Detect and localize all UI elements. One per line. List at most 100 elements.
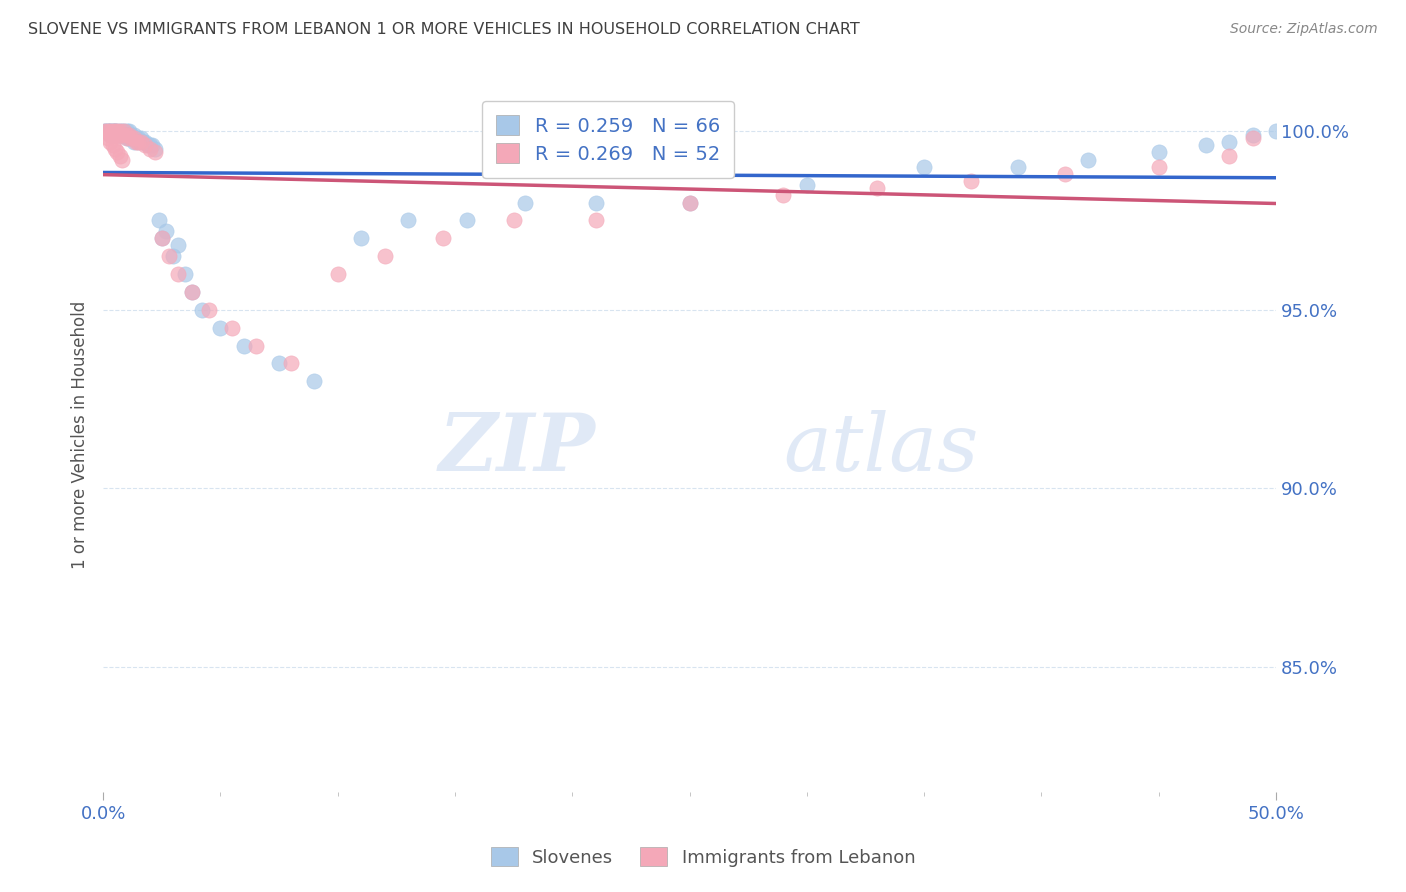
Point xyxy=(150,231,173,245)
Point xyxy=(129,131,152,145)
Point xyxy=(267,356,290,370)
Point xyxy=(374,249,396,263)
Point xyxy=(118,124,141,138)
Point xyxy=(101,124,124,138)
Point xyxy=(112,124,135,138)
Point xyxy=(97,124,120,138)
Point xyxy=(174,267,197,281)
Point xyxy=(167,267,190,281)
Point xyxy=(101,124,124,138)
Point xyxy=(104,128,127,142)
Text: atlas: atlas xyxy=(783,410,979,488)
Point xyxy=(101,138,124,153)
Point xyxy=(97,131,120,145)
Y-axis label: 1 or more Vehicles in Household: 1 or more Vehicles in Household xyxy=(72,301,89,569)
Text: ZIP: ZIP xyxy=(439,410,596,488)
Point xyxy=(1218,135,1240,149)
Point xyxy=(1241,128,1264,142)
Point xyxy=(326,267,349,281)
Point xyxy=(105,124,128,138)
Legend: Slovenes, Immigrants from Lebanon: Slovenes, Immigrants from Lebanon xyxy=(484,840,922,874)
Point xyxy=(101,128,124,142)
Point xyxy=(115,131,138,145)
Point xyxy=(120,131,142,145)
Point xyxy=(432,231,454,245)
Point xyxy=(112,124,135,138)
Point xyxy=(912,160,935,174)
Point xyxy=(101,128,124,142)
Point xyxy=(585,195,607,210)
Point xyxy=(94,124,117,138)
Point xyxy=(98,128,121,142)
Point xyxy=(118,131,141,145)
Point xyxy=(108,128,131,142)
Point xyxy=(98,124,121,138)
Point xyxy=(866,181,889,195)
Point xyxy=(115,128,138,142)
Point xyxy=(1147,160,1170,174)
Point xyxy=(132,135,155,149)
Point xyxy=(302,374,325,388)
Point xyxy=(209,320,232,334)
Point xyxy=(141,138,163,153)
Point xyxy=(111,124,134,138)
Point xyxy=(1077,153,1099,167)
Point xyxy=(97,124,120,138)
Point xyxy=(98,124,121,138)
Point xyxy=(150,231,173,245)
Point xyxy=(280,356,302,370)
Point xyxy=(104,124,127,138)
Point xyxy=(134,135,156,149)
Point xyxy=(181,285,204,299)
Point xyxy=(1265,124,1288,138)
Point xyxy=(94,124,117,138)
Text: SLOVENE VS IMMIGRANTS FROM LEBANON 1 OR MORE VEHICLES IN HOUSEHOLD CORRELATION C: SLOVENE VS IMMIGRANTS FROM LEBANON 1 OR … xyxy=(28,22,860,37)
Point xyxy=(678,195,700,210)
Point xyxy=(98,124,121,138)
Point xyxy=(162,249,184,263)
Point xyxy=(111,153,134,167)
Point xyxy=(98,128,121,142)
Point xyxy=(155,224,177,238)
Point xyxy=(502,213,524,227)
Point xyxy=(515,195,537,210)
Point xyxy=(245,338,267,352)
Point xyxy=(585,213,607,227)
Point xyxy=(108,124,131,138)
Point xyxy=(139,142,162,156)
Point xyxy=(796,178,818,192)
Point xyxy=(108,149,131,163)
Point xyxy=(1147,145,1170,160)
Point xyxy=(125,131,148,145)
Point xyxy=(157,249,180,263)
Point xyxy=(127,131,149,145)
Point xyxy=(960,174,983,188)
Point xyxy=(98,135,121,149)
Point xyxy=(139,138,162,153)
Point xyxy=(134,138,156,153)
Point xyxy=(350,231,373,245)
Point xyxy=(197,302,219,317)
Point xyxy=(232,338,254,352)
Point xyxy=(148,213,170,227)
Point xyxy=(122,128,145,142)
Point xyxy=(111,128,134,142)
Point xyxy=(143,145,166,160)
Text: Source: ZipAtlas.com: Source: ZipAtlas.com xyxy=(1230,22,1378,37)
Point xyxy=(190,302,212,317)
Point xyxy=(104,124,127,138)
Point xyxy=(1241,131,1264,145)
Point xyxy=(221,320,243,334)
Point xyxy=(143,142,166,156)
Point xyxy=(181,285,204,299)
Point xyxy=(125,135,148,149)
Point xyxy=(120,131,142,145)
Point xyxy=(127,135,149,149)
Point xyxy=(94,124,117,138)
Point xyxy=(115,124,138,138)
Point xyxy=(1053,167,1076,181)
Point xyxy=(772,188,794,202)
Legend: R = 0.259   N = 66, R = 0.269   N = 52: R = 0.259 N = 66, R = 0.269 N = 52 xyxy=(482,102,734,178)
Point xyxy=(108,128,131,142)
Point xyxy=(122,135,145,149)
